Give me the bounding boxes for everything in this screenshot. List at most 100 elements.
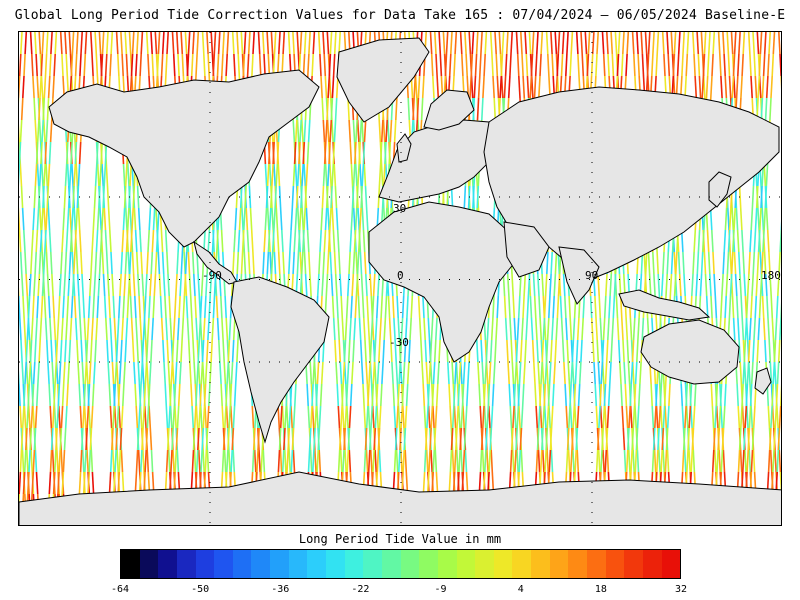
track-segment [390,339,393,363]
track-segment [48,295,51,319]
track-segment [66,207,70,231]
track-segment [738,32,741,55]
track-segment [86,449,89,473]
track-segment [281,449,285,473]
colorbar-segment [139,550,159,578]
track-segment [539,53,542,77]
track-segment [201,339,205,363]
track-segment [567,449,571,473]
track-segment [52,471,56,495]
track-segment [753,229,757,253]
track-segment [94,251,98,275]
track-segment [556,295,560,319]
track-segment [324,163,328,187]
track-segment [771,405,775,429]
track-segment [93,361,96,385]
track-segment [769,273,772,297]
track-segment [766,295,769,319]
track-segment [58,405,61,429]
track-segment [224,405,227,429]
track-segment [84,449,87,473]
track-segment [566,427,570,451]
track-segment [118,405,121,429]
track-segment [262,32,265,55]
track-segment [53,53,56,77]
track-segment [19,119,23,143]
track-segment [599,317,603,341]
track-segment [596,339,600,363]
track-segment [604,405,607,429]
track-segment [371,383,375,407]
track-segment [106,32,109,55]
track-segment [502,273,506,297]
track-segment [84,32,88,55]
track-segment [378,449,382,473]
track-segment [118,361,122,385]
track-segment [377,427,381,451]
track-segment [380,119,384,143]
track-segment [770,405,773,429]
track-segment [26,449,29,473]
track-segment [312,361,316,385]
track-segment [634,449,638,473]
track-segment [130,317,134,341]
track-segment [150,251,154,275]
track-segment [137,449,141,473]
track-segment [149,273,152,297]
track-segment [489,32,493,55]
colorbar-segment [531,550,550,578]
track-segment [230,449,233,473]
track-segment [650,383,653,407]
track-segment [35,229,39,253]
track-segment [747,339,751,363]
track-segment [672,53,676,77]
track-segment [342,449,345,473]
track-segment [291,185,295,209]
track-segment [550,405,554,429]
track-segment [453,449,457,473]
track-segment [218,339,221,363]
track-segment [330,97,334,121]
track-segment [354,207,358,231]
track-segment [362,383,365,407]
track-segment [769,361,773,385]
track-segment [523,273,527,297]
track-segment [362,229,366,253]
track-segment [283,427,286,451]
track-segment [81,273,84,297]
track-segment [561,32,565,55]
track-segment [513,405,517,429]
track-segment [490,449,494,473]
track-segment [181,317,185,341]
track-segment [609,361,612,385]
track-segment [356,119,360,143]
track-segment [63,273,66,297]
track-segment [388,317,392,341]
track-segment [63,185,67,209]
track-segment [453,383,456,407]
track-segment [298,141,301,165]
track-segment [251,405,255,429]
track-segment [74,229,77,253]
track-segment [397,383,400,407]
track-segment [365,405,369,429]
track-segment [54,449,57,473]
track-segment [544,273,548,297]
track-segment [756,251,760,275]
track-segment [179,273,183,297]
track-segment [109,317,113,341]
track-segment [625,53,628,77]
track-segment [243,32,247,55]
track-segment [510,427,514,451]
track-segment [365,361,369,385]
track-segment [145,339,149,363]
track-segment [560,317,564,341]
track-segment [271,229,275,253]
track-segment [714,295,718,319]
track-segment [50,251,53,275]
track-segment [122,207,126,231]
track-segment [345,383,349,407]
track-segment [165,53,168,77]
track-segment [519,273,522,297]
track-segment [62,207,66,231]
